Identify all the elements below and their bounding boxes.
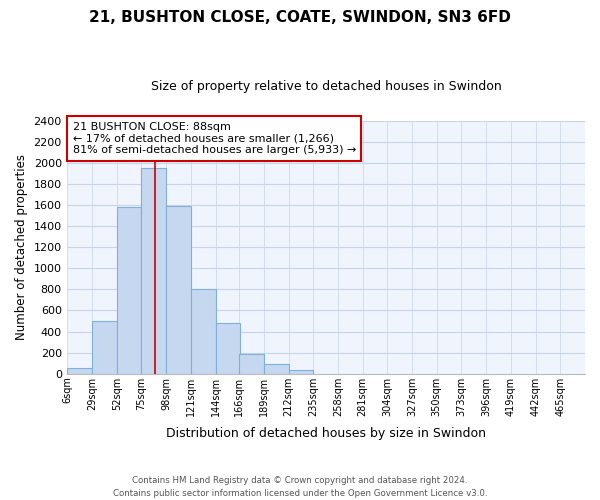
Bar	[92, 321, 117, 374]
X-axis label: Distribution of detached houses by size in Swindon: Distribution of detached houses by size …	[166, 427, 486, 440]
Text: Contains HM Land Registry data © Crown copyright and database right 2024.
Contai: Contains HM Land Registry data © Crown c…	[113, 476, 487, 498]
Bar	[239, 354, 264, 374]
Y-axis label: Number of detached properties: Number of detached properties	[15, 154, 28, 340]
Bar	[289, 370, 313, 374]
Bar	[191, 290, 215, 374]
Bar	[264, 364, 289, 374]
Bar	[215, 323, 240, 374]
Title: Size of property relative to detached houses in Swindon: Size of property relative to detached ho…	[151, 80, 502, 93]
Text: 21 BUSHTON CLOSE: 88sqm
← 17% of detached houses are smaller (1,266)
81% of semi: 21 BUSHTON CLOSE: 88sqm ← 17% of detache…	[73, 122, 356, 155]
Bar	[117, 207, 142, 374]
Bar	[142, 168, 166, 374]
Bar	[166, 206, 191, 374]
Text: 21, BUSHTON CLOSE, COATE, SWINDON, SN3 6FD: 21, BUSHTON CLOSE, COATE, SWINDON, SN3 6…	[89, 10, 511, 25]
Bar	[67, 368, 92, 374]
